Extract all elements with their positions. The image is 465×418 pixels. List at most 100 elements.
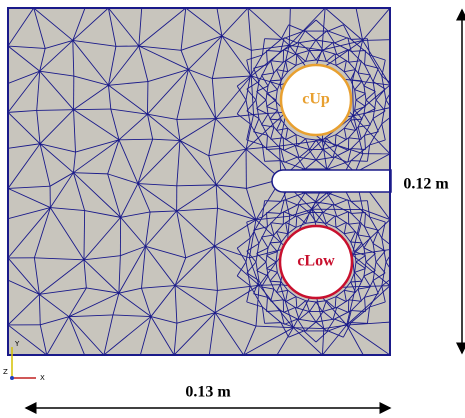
mesh-edge xyxy=(350,39,370,56)
mesh-edge xyxy=(332,307,338,320)
mesh-edge xyxy=(350,201,370,218)
mesh-edge xyxy=(253,64,268,69)
mesh-edge xyxy=(350,280,363,283)
mesh-edge xyxy=(369,285,383,308)
mesh-edge xyxy=(350,296,365,311)
mesh-edge xyxy=(276,289,288,293)
mesh-edge xyxy=(285,290,289,302)
mesh-edge xyxy=(335,296,347,303)
mesh-edge xyxy=(284,156,298,163)
mesh-edge xyxy=(280,322,290,338)
mesh-edge xyxy=(335,65,345,73)
mesh-edge xyxy=(315,318,335,323)
mesh-edge xyxy=(346,324,390,355)
mesh-edge xyxy=(354,272,363,282)
mesh-edge xyxy=(246,54,263,61)
mesh-edge xyxy=(145,245,186,259)
mesh-edge xyxy=(270,137,284,140)
mesh-edge xyxy=(120,211,151,218)
mesh-edge xyxy=(269,110,278,120)
mesh-edge xyxy=(335,227,345,235)
mesh-edge xyxy=(363,247,367,263)
mesh-edge xyxy=(262,306,282,323)
mesh-edge xyxy=(176,69,189,120)
mesh-edge xyxy=(275,261,278,273)
mesh-edge xyxy=(120,245,146,257)
mesh-edge xyxy=(253,280,260,294)
mesh-edge xyxy=(255,243,260,263)
mesh-edge xyxy=(289,208,313,217)
mesh-edge xyxy=(375,99,386,112)
mesh-edge xyxy=(315,201,335,206)
mesh-edge xyxy=(357,222,362,236)
mesh-edge xyxy=(322,212,327,224)
mesh-edge xyxy=(357,72,371,76)
mesh-edge xyxy=(208,312,216,355)
mesh-edge xyxy=(276,231,288,235)
mesh-edge xyxy=(326,215,336,224)
mesh-edge xyxy=(138,45,189,70)
mesh-edge xyxy=(372,261,377,281)
mesh-edge xyxy=(255,325,294,329)
mesh-edge xyxy=(145,246,176,286)
mesh-edge xyxy=(288,8,326,46)
mesh-edge xyxy=(188,69,213,79)
mesh-edge xyxy=(8,8,35,47)
mesh-edge xyxy=(273,61,284,74)
mesh-edge xyxy=(364,226,379,231)
mesh-edge xyxy=(39,259,85,295)
mesh-edge xyxy=(354,89,366,94)
mesh-edge xyxy=(334,215,337,228)
mesh-edge xyxy=(245,237,251,263)
mesh-edge xyxy=(295,53,298,66)
mesh-edge xyxy=(253,230,260,244)
mesh-edge xyxy=(315,39,335,44)
mesh-edge xyxy=(348,222,362,225)
mesh-edge xyxy=(334,318,348,325)
mesh-edge xyxy=(354,80,363,90)
mesh-edge xyxy=(375,250,386,263)
mesh-edge xyxy=(281,119,289,129)
mesh-edge xyxy=(261,74,269,87)
mesh-edge xyxy=(295,50,310,55)
mesh-edge xyxy=(264,200,282,202)
mesh-edge xyxy=(295,145,310,150)
mesh-edge xyxy=(351,212,366,214)
mesh-edge xyxy=(295,296,306,302)
mesh-edge xyxy=(326,222,337,228)
mesh-edge xyxy=(73,109,120,141)
mesh-edge xyxy=(342,24,352,40)
mesh-edge xyxy=(343,71,351,81)
mesh-edge xyxy=(315,311,324,323)
mesh-edge xyxy=(365,99,376,109)
mesh-edge xyxy=(348,61,359,74)
mesh-edge xyxy=(364,226,374,244)
mesh-edge xyxy=(269,118,282,121)
mesh-edge xyxy=(150,210,177,213)
mesh-edge xyxy=(334,199,348,206)
mesh-edge xyxy=(8,207,51,220)
mesh-edge xyxy=(256,85,269,92)
mesh-edge xyxy=(296,300,306,309)
mesh-edge xyxy=(266,212,281,214)
mesh-edge xyxy=(364,212,366,227)
mesh-edge xyxy=(262,201,282,218)
mesh-edge xyxy=(275,251,278,263)
mesh-edge xyxy=(305,300,317,303)
height-label: 0.12 m xyxy=(403,176,449,193)
mesh-edge xyxy=(261,144,266,162)
mesh-edge xyxy=(176,118,216,120)
mesh-edge xyxy=(179,118,216,141)
mesh-edge xyxy=(73,109,76,153)
mesh-edge xyxy=(248,219,257,258)
mesh-edge xyxy=(269,79,282,82)
mesh-edge xyxy=(176,184,217,187)
mesh-edge xyxy=(285,134,297,141)
mesh-edge xyxy=(249,216,263,239)
mesh-edge xyxy=(366,306,371,324)
mesh-edge xyxy=(8,70,41,113)
mesh-edge xyxy=(357,113,365,128)
mesh-edge xyxy=(308,149,317,161)
mesh-edge xyxy=(363,247,376,254)
mesh-edge xyxy=(247,8,252,51)
